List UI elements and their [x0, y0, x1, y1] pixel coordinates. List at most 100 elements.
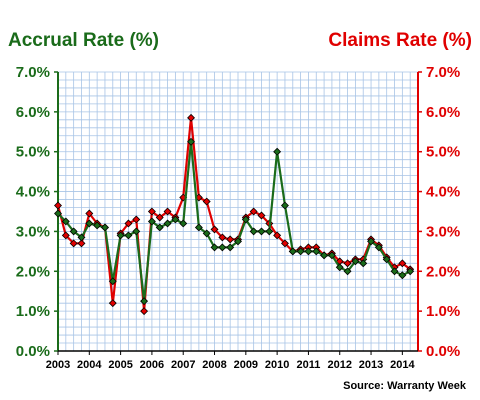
- accrual-point: [69, 227, 78, 236]
- accrual-point: [367, 237, 376, 246]
- accrual-point: [61, 217, 70, 226]
- claims-point: [257, 211, 266, 220]
- left-axis-title: Accrual Rate (%): [8, 30, 159, 51]
- x-tick-label: 2008: [202, 359, 226, 371]
- x-tick-label: 2009: [234, 359, 258, 371]
- y-tick-label-right: 4.0%: [426, 184, 460, 201]
- accrual-point: [273, 147, 282, 156]
- accrual-point: [398, 271, 407, 280]
- y-tick-label-left: 7.0%: [16, 64, 50, 81]
- accrual-point: [132, 227, 141, 236]
- x-tick-label: 2003: [46, 359, 70, 371]
- source-note: Source: Warranty Week: [343, 380, 466, 392]
- y-tick-label-left: 4.0%: [16, 184, 50, 201]
- accrual-point: [100, 223, 109, 232]
- y-tick-label-left: 5.0%: [16, 144, 50, 161]
- accrual-point: [351, 257, 360, 266]
- y-tick-label-right: 7.0%: [426, 64, 460, 81]
- accrual-point: [296, 247, 305, 256]
- accrual-point: [93, 221, 102, 230]
- accrual-point: [257, 227, 266, 236]
- claims-point: [187, 113, 196, 122]
- accrual-point: [265, 227, 274, 236]
- accrual-point: [312, 247, 321, 256]
- claims-point: [124, 219, 133, 228]
- claims-point: [140, 307, 149, 316]
- x-tick-label: 2005: [108, 359, 132, 371]
- accrual-point: [234, 237, 242, 246]
- x-tick-label: 2011: [296, 359, 320, 371]
- accrual-point: [124, 231, 133, 240]
- accrual-point: [382, 255, 391, 264]
- accrual-point: [241, 215, 250, 224]
- claims-point: [226, 235, 235, 244]
- x-tick-label: 2014: [390, 359, 415, 371]
- y-tick-label-left: 6.0%: [16, 104, 50, 121]
- claims-point: [202, 197, 211, 206]
- accrual-point: [249, 227, 258, 236]
- claims-point: [280, 239, 289, 248]
- accrual-point: [116, 231, 125, 240]
- x-tick-label: 2012: [327, 359, 351, 371]
- accrual-point: [163, 219, 172, 228]
- accrual-point: [171, 215, 180, 224]
- accrual-point: [226, 243, 235, 252]
- accrual-point: [179, 219, 188, 228]
- accrual-point: [54, 209, 62, 218]
- y-tick-label-left: 2.0%: [16, 263, 50, 280]
- y-tick-label-left: 3.0%: [16, 223, 50, 240]
- claims-point: [343, 259, 352, 268]
- claims-point: [147, 207, 156, 216]
- accrual-point: [406, 267, 415, 276]
- accrual-point: [304, 247, 313, 256]
- x-tick-label: 2004: [77, 359, 102, 371]
- right-axis-title: Claims Rate (%): [328, 30, 472, 51]
- accrual-point: [343, 267, 352, 276]
- accrual-point: [187, 137, 196, 146]
- y-tick-label-right: 6.0%: [426, 104, 460, 121]
- y-tick-label-right: 1.0%: [426, 303, 460, 320]
- accrual-point: [210, 243, 219, 252]
- claims-point: [398, 259, 407, 268]
- accrual-point: [335, 263, 344, 272]
- accrual-series-line: [57, 140, 411, 303]
- accrual-point: [140, 297, 149, 306]
- claims-point: [54, 201, 62, 210]
- accrual-point: [85, 219, 94, 228]
- claims-point: [155, 213, 164, 222]
- accrual-point: [359, 259, 368, 268]
- accrual-point: [320, 251, 329, 260]
- y-tick-label-right: 3.0%: [426, 223, 460, 240]
- accrual-point: [327, 251, 336, 260]
- accrual-point: [202, 229, 211, 238]
- y-tick-label-left: 1.0%: [16, 303, 50, 320]
- claims-point: [85, 209, 94, 218]
- claims-point: [273, 231, 282, 240]
- claims-point: [218, 233, 227, 242]
- claims-point: [249, 207, 258, 216]
- accrual-point: [218, 243, 227, 252]
- x-tick-label: 2007: [171, 359, 195, 371]
- claims-point: [163, 207, 172, 216]
- y-tick-label-left: 0.0%: [16, 343, 50, 360]
- accrual-point: [280, 201, 289, 210]
- accrual-point: [147, 217, 156, 226]
- accrual-point: [194, 223, 203, 232]
- claims-point: [210, 225, 219, 234]
- x-tick-label: 2006: [140, 359, 164, 371]
- claims-point: [69, 239, 78, 248]
- claims-point: [132, 215, 141, 224]
- x-tick-label: 2010: [265, 359, 289, 371]
- accrual-point: [77, 233, 86, 242]
- y-tick-label-right: 0.0%: [426, 343, 460, 360]
- claims-point: [61, 231, 70, 240]
- accrual-point: [108, 277, 117, 286]
- claims-point: [77, 239, 86, 248]
- claims-point: [108, 299, 117, 308]
- y-tick-label-right: 5.0%: [426, 144, 460, 161]
- x-tick-label: 2013: [359, 359, 383, 371]
- accrual-point: [390, 267, 399, 276]
- accrual-point: [374, 243, 383, 252]
- accrual-point: [155, 223, 164, 232]
